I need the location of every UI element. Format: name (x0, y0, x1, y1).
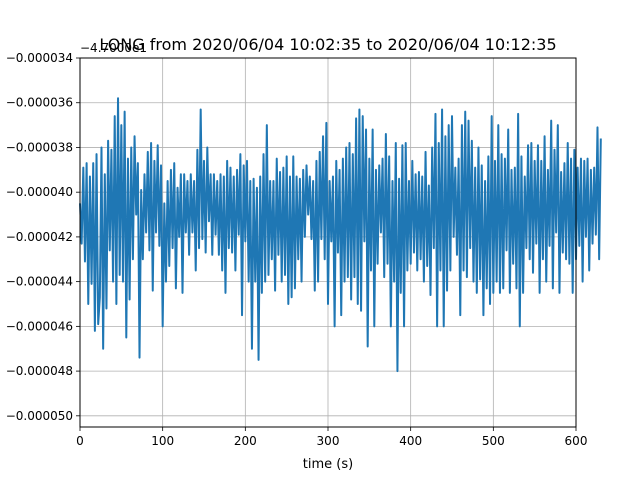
y-tick-label: −0.000038 (6, 140, 73, 154)
x-tick-label: 600 (565, 434, 588, 448)
x-tick-label: 500 (482, 434, 505, 448)
y-tick-label: −0.000040 (6, 185, 73, 199)
y-tick-label: −0.000042 (6, 230, 73, 244)
y-tick-label: −0.000034 (6, 51, 73, 65)
x-tick-label: 300 (317, 434, 340, 448)
y-tick-label: −0.000050 (6, 409, 73, 423)
series-layer (79, 97, 602, 373)
tick-layer: 0 100 200 300 400 500 600 −0.000050 −0.000048 −0.… (6, 51, 588, 448)
y-tick-label: −0.000046 (6, 319, 73, 333)
y-tick-label: −0.000044 (6, 275, 73, 289)
y-tick-label: −0.000048 (6, 364, 73, 378)
chart-title: LONG from 2020/06/04 10:02:35 to 2020/06… (99, 35, 556, 54)
x-tick-label: 0 (76, 434, 84, 448)
x-tick-label: 100 (151, 434, 174, 448)
y-tick-label: −0.000036 (6, 96, 73, 110)
x-axis-label: time (s) (303, 457, 353, 472)
series-line (79, 97, 602, 373)
x-tick-label: 400 (399, 434, 422, 448)
offset-label: −4.7000e1 (80, 41, 147, 55)
x-tick-label: 200 (234, 434, 257, 448)
